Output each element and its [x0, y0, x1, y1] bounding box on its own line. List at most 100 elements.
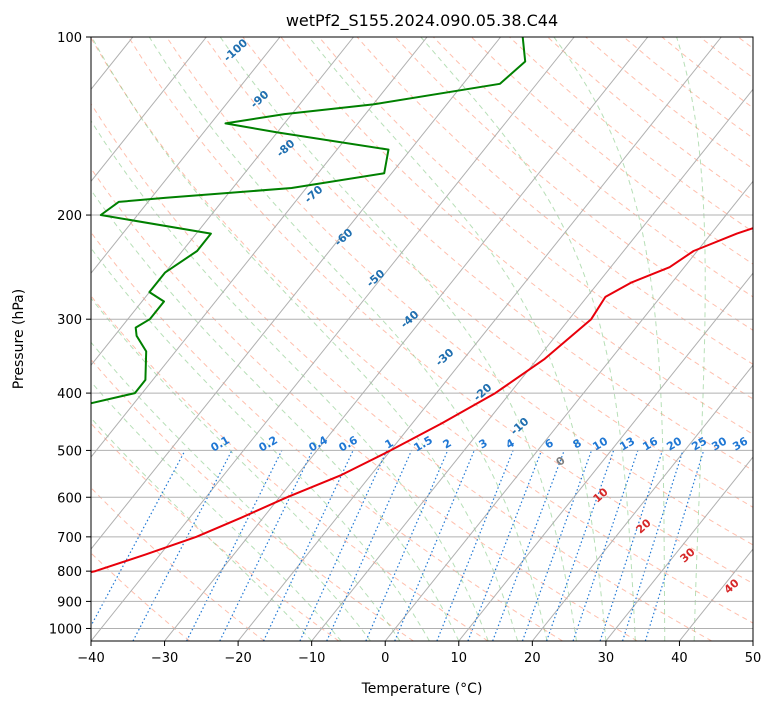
mixing-ratio-label: 2 — [441, 436, 454, 451]
chart-title: wetPf2_S155.2024.090.05.38.C44 — [286, 11, 558, 31]
mixing-ratio-label: 6 — [543, 436, 556, 451]
moist-adiabat-label: -80 — [274, 137, 298, 160]
moist-adiabat — [553, 37, 666, 641]
dry-adiabat — [394, 37, 753, 331]
moist-adiabat — [91, 189, 460, 641]
isotherm-label: 20 — [634, 516, 654, 536]
background-lines — [91, 37, 753, 641]
x-tick-label: 0 — [381, 651, 389, 666]
dry-adiabat — [508, 37, 753, 233]
moist-adiabat — [148, 37, 548, 641]
dry-adiabat — [737, 37, 753, 49]
dry-adiabat — [280, 37, 753, 435]
moist-adiabat-label: -90 — [248, 88, 272, 111]
moist-adiabat-label: -30 — [433, 346, 457, 369]
isotherm — [91, 37, 428, 458]
mixing-ratio-line — [299, 450, 388, 641]
y-tick-label: 900 — [57, 595, 82, 610]
isotherm-label: 40 — [722, 576, 742, 596]
mixing-ratio-line — [599, 450, 664, 641]
dry-adiabat — [91, 422, 340, 641]
dry-adiabat — [91, 37, 753, 624]
moist-adiabat — [308, 37, 607, 641]
dry-adiabat — [470, 37, 753, 265]
y-tick-label: 1000 — [49, 622, 82, 637]
series — [91, 37, 753, 574]
dry-adiabat — [584, 37, 753, 170]
moist-adiabat — [91, 119, 489, 641]
isotherm — [91, 37, 281, 275]
mixing-ratio-label: 0.1 — [209, 433, 232, 454]
x-tick-label: −10 — [298, 651, 325, 666]
moist-adiabat-label: -10 — [508, 415, 532, 438]
isotherm — [91, 37, 354, 366]
mixing-ratio-line — [394, 450, 475, 641]
x-axis: −40 −30 −20 −10 0 10 20 30 40 50 — [77, 641, 761, 666]
mixing-ratio-line — [644, 450, 705, 641]
mixing-ratio-label: 0.4 — [307, 433, 331, 454]
isotherm — [91, 37, 207, 183]
dry-adiabat — [356, 37, 753, 365]
x-axis-label: Temperature (°C) — [361, 681, 483, 697]
annotations: 0.1 0.2 0.4 0.6 1 1.5 2 3 4 6 8 10 13 16 20 25 30 36-100-… — [209, 36, 751, 596]
dry-adiabat — [91, 358, 414, 641]
y-axis: 100 200 300 400 500 600 700 800 900 1000 — [49, 31, 91, 637]
dry-adiabat — [432, 37, 753, 298]
y-tick-label: 100 — [57, 31, 82, 46]
grid — [0, 37, 753, 641]
x-tick-label: 50 — [745, 651, 762, 666]
plot-frame — [90, 36, 754, 642]
mixing-ratio-line — [219, 450, 314, 641]
x-tick-label: −20 — [224, 651, 251, 666]
mixing-ratio-line — [91, 450, 186, 628]
dry-adiabat — [699, 37, 753, 79]
isotherm-label: 0 — [553, 454, 568, 469]
mixing-ratio-label: 4 — [504, 436, 517, 451]
isotherm — [91, 37, 502, 550]
x-tick-label: −30 — [151, 651, 178, 666]
mixing-ratio-line — [262, 450, 354, 641]
mixing-ratio-label: 0.2 — [257, 433, 280, 454]
x-tick-label: 40 — [671, 651, 688, 666]
isotherm — [458, 272, 753, 641]
mixing-ratio-line — [326, 450, 413, 641]
isotherm — [0, 37, 59, 641]
moist-adiabat — [91, 247, 430, 641]
series-line-1 — [91, 37, 527, 405]
series-line-0 — [91, 227, 753, 574]
x-tick-label: 30 — [598, 651, 615, 666]
isotherm — [531, 364, 753, 641]
dry-adiabat — [91, 552, 191, 641]
y-tick-label: 700 — [57, 531, 82, 546]
mixing-ratio-line — [436, 450, 514, 641]
mixing-ratio-line — [521, 450, 593, 641]
dry-adiabat — [242, 37, 753, 471]
isotherm — [91, 37, 575, 641]
moist-adiabat — [91, 341, 371, 641]
y-tick-label: 500 — [57, 444, 82, 459]
isotherm — [164, 37, 649, 641]
mixing-ratio-label: 3 — [477, 436, 490, 451]
isotherm — [237, 37, 722, 641]
y-axis-label: Pressure (hPa) — [11, 289, 27, 389]
mixing-ratio-line — [621, 450, 684, 641]
moist-adiabat — [91, 381, 342, 641]
isotherm — [311, 88, 753, 641]
moist-adiabat-label: -50 — [364, 267, 388, 290]
x-tick-label: 20 — [524, 651, 541, 666]
isotherm — [384, 180, 753, 641]
isotherm — [679, 548, 753, 641]
moist-adiabat — [219, 37, 577, 641]
moist-adiabat-label: -40 — [398, 308, 422, 331]
x-tick-label: −40 — [77, 651, 104, 666]
isotherm — [605, 456, 753, 641]
mixing-ratio-line — [572, 450, 639, 641]
moist-adiabat-label: -60 — [332, 226, 356, 249]
moist-adiabat — [420, 37, 636, 641]
x-tick-label: 10 — [451, 651, 468, 666]
y-tick-label: 200 — [57, 209, 82, 224]
isotherm — [752, 640, 753, 641]
mixing-ratio-line — [546, 450, 615, 641]
dry-adiabat — [91, 231, 563, 641]
